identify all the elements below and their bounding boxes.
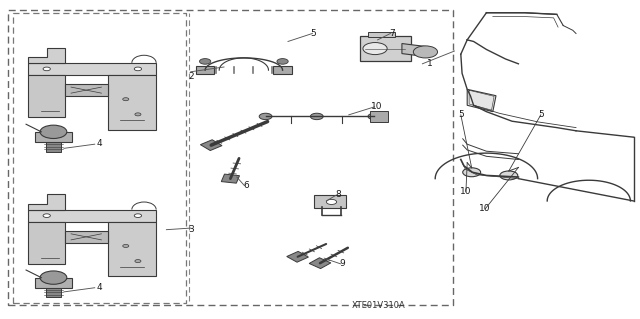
Circle shape — [43, 67, 51, 71]
Polygon shape — [287, 251, 308, 262]
Polygon shape — [65, 231, 108, 243]
Circle shape — [40, 271, 67, 284]
Text: 10: 10 — [479, 204, 491, 213]
Polygon shape — [29, 195, 65, 210]
Text: 5: 5 — [538, 110, 543, 119]
Text: 6: 6 — [244, 181, 249, 189]
Circle shape — [135, 260, 141, 263]
Polygon shape — [309, 258, 331, 269]
Circle shape — [200, 59, 211, 64]
Polygon shape — [221, 174, 239, 183]
Text: 10: 10 — [371, 102, 382, 111]
Polygon shape — [29, 222, 65, 264]
Text: 4: 4 — [97, 283, 102, 292]
Polygon shape — [29, 210, 156, 222]
Text: 8: 8 — [335, 190, 340, 199]
FancyBboxPatch shape — [360, 36, 411, 61]
Polygon shape — [108, 222, 156, 276]
Circle shape — [40, 125, 67, 138]
Polygon shape — [368, 32, 395, 37]
Polygon shape — [108, 75, 156, 130]
Polygon shape — [467, 89, 496, 112]
Text: 3: 3 — [188, 225, 193, 234]
Circle shape — [277, 59, 288, 64]
Circle shape — [463, 168, 481, 177]
Polygon shape — [29, 63, 156, 75]
Polygon shape — [46, 142, 61, 152]
Circle shape — [134, 67, 141, 71]
Polygon shape — [402, 44, 429, 57]
FancyBboxPatch shape — [314, 195, 346, 208]
Text: 9: 9 — [340, 259, 345, 268]
Polygon shape — [35, 132, 72, 142]
Circle shape — [363, 42, 387, 55]
Circle shape — [413, 46, 438, 58]
Polygon shape — [200, 140, 222, 151]
FancyBboxPatch shape — [370, 111, 388, 122]
Circle shape — [123, 98, 129, 101]
Text: 7: 7 — [389, 29, 394, 38]
Text: 2: 2 — [188, 72, 193, 81]
Polygon shape — [35, 278, 72, 288]
FancyBboxPatch shape — [196, 66, 214, 74]
Text: 5: 5 — [311, 29, 316, 38]
FancyBboxPatch shape — [273, 66, 292, 74]
Circle shape — [326, 199, 337, 204]
Polygon shape — [29, 48, 65, 63]
Circle shape — [500, 171, 518, 180]
Polygon shape — [46, 288, 61, 297]
Polygon shape — [29, 75, 65, 117]
Circle shape — [135, 113, 141, 116]
Circle shape — [134, 214, 141, 218]
Text: 1: 1 — [428, 59, 433, 68]
Text: 10: 10 — [460, 187, 472, 196]
Circle shape — [259, 113, 272, 120]
Text: 4: 4 — [97, 139, 102, 148]
Circle shape — [43, 214, 51, 218]
Circle shape — [310, 113, 323, 120]
Text: 5: 5 — [458, 110, 463, 119]
Text: XTE01V310A: XTE01V310A — [352, 301, 406, 310]
Circle shape — [368, 113, 381, 120]
Circle shape — [123, 244, 129, 248]
Polygon shape — [65, 84, 108, 96]
